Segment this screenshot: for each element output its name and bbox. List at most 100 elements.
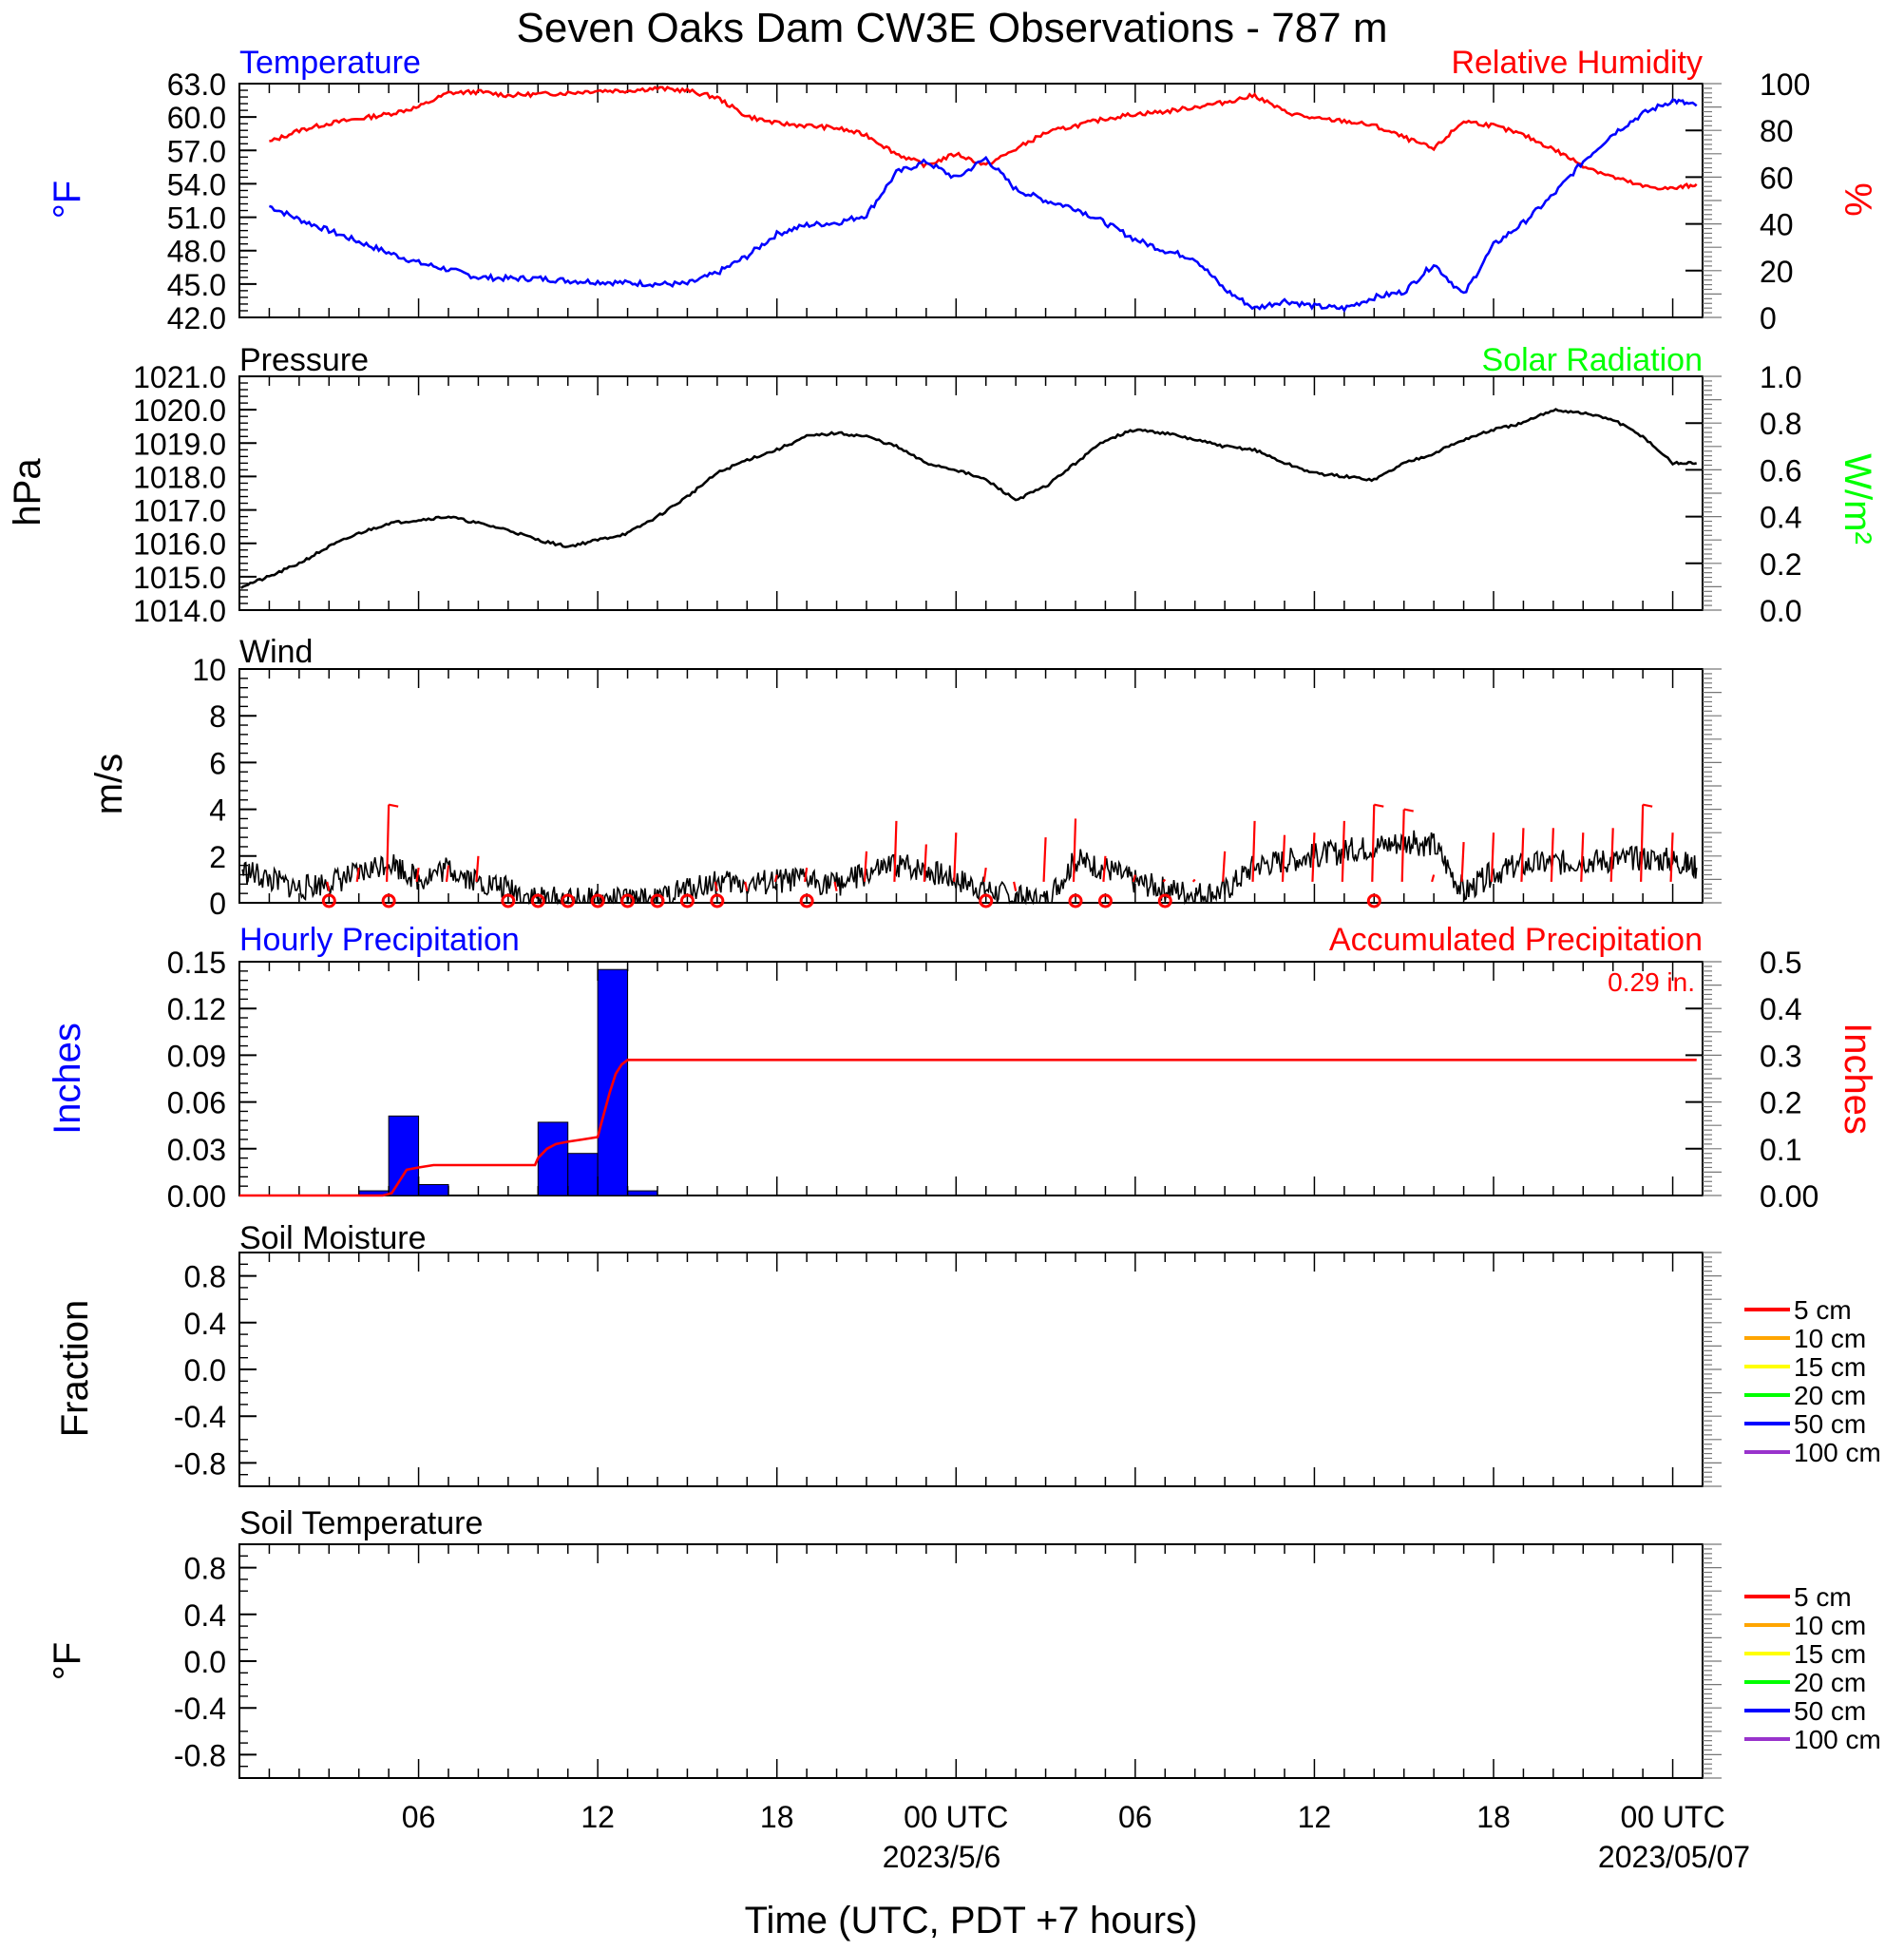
y-tick-label: 2 [209,840,226,874]
y-tick-label: 0.4 [184,1598,226,1633]
precipitation-plot-frame [238,961,1704,1196]
y-tick-label: 4 [209,794,226,828]
legend-label: 10 cm [1794,1324,1866,1353]
legend-label: 20 cm [1794,1381,1866,1410]
y-tick-label: 1018.0 [133,460,226,494]
wind-barb [1580,832,1585,882]
y-tick-label: 51.0 [167,201,226,236]
y-tick-label: 0.03 [167,1133,226,1167]
y-right-tick-label: 40 [1760,208,1794,242]
accum-precip-line [239,1059,1697,1197]
date-label-1: 2023/5/6 [883,1840,1001,1874]
soil-moisture-axis-label: Fraction [54,1300,96,1438]
wind-barb [475,855,480,882]
y-tick-label: 42.0 [167,301,226,335]
y-tick-label: 1017.0 [133,494,226,528]
time-tick-labels: 06 12 18 00 UTC 06 12 18 00 UTC [402,1800,1725,1834]
wind-barb [714,881,718,891]
pressure-panel-title: Pressure [239,342,369,378]
time-tick-label: 06 [402,1800,436,1834]
figure-title: Seven Oaks Dam CW3E Observations - 787 m [517,5,1388,51]
calm-wind-marker [561,893,576,909]
calm-wind-marker [620,893,636,909]
wind-barb [326,881,331,891]
humidity-y-ticks: 0 20 40 60 80 100 [1685,67,1810,335]
hourly-precip-bar [418,1184,449,1196]
y-tick-label: 1020.0 [133,393,226,428]
time-tick-label: 12 [581,1800,615,1834]
wind-barb [744,881,749,891]
legend-label: 50 cm [1794,1696,1866,1726]
legend-label: 10 cm [1794,1611,1866,1640]
temperature-panel-title: Temperature [239,45,421,81]
y-right-tick-label: 100 [1760,67,1810,102]
y-right-tick-label: 0.00 [1760,1179,1818,1214]
calm-wind-marker [381,893,396,909]
hourly-precip-y-ticks: 0.00 0.03 0.06 0.09 0.12 0.15 [167,946,257,1214]
y-right-tick-label: 0.8 [1760,407,1801,441]
soil-moisture-panel: Soil Moisture Fraction -0.8 -0.4 0.0 0.4 0.8… [54,1220,1881,1487]
y-tick-label: 0.4 [184,1307,226,1341]
time-tick-label: 18 [1476,1800,1511,1834]
calm-wind-marker [321,893,336,909]
wind-speed-line [241,830,1698,906]
wind-barb [833,881,838,891]
temperature-y-ticks: 42.045.048.051.054.057.060.063.0 [167,67,257,335]
y-right-tick-label: 0.0 [1760,594,1801,628]
wind-barb [1191,878,1196,883]
wind-barb [386,804,390,882]
humidity-series-line [269,86,1698,191]
y-right-tick-label: 0.1 [1760,1133,1801,1167]
y-right-tick-label: 0.2 [1760,547,1801,582]
wind-barb [1640,804,1645,882]
pressure-solar-panel: Pressure Solar Radiation hPa W/m² 1014.0… [7,342,1878,628]
soil-temperature-plot-frame [238,1543,1704,1779]
wind-barb [1341,820,1345,882]
y-tick-label: 0.09 [167,1039,226,1073]
wind-barb [1162,878,1167,883]
wind-barb-flag [1403,808,1414,813]
y-tick-label: 54.0 [167,167,226,201]
calm-wind-marker [979,893,994,909]
soil-temperature-panel-title: Soil Temperature [239,1505,483,1541]
wind-barb [1431,874,1436,883]
time-tick-label: 00 UTC [1620,1800,1724,1834]
hourly-precip-bar [388,1115,420,1196]
precipitation-panel: Hourly Precipitation Accumulated Precipi… [47,922,1878,1214]
soil-moisture-panel-title: Soil Moisture [239,1220,427,1256]
wind-panel-title: Wind [239,634,313,670]
soil-moisture-y-ticks: -0.8 -0.4 0.0 0.4 0.8 [174,1252,1722,1487]
y-tick-label: 0.8 [184,1552,226,1586]
y-right-tick-label: 0.2 [1760,1086,1801,1120]
calm-wind-marker [650,893,665,909]
date-label-2: 2023/05/07 [1598,1840,1750,1874]
solar-axis-label: W/m² [1837,453,1878,545]
y-tick-label: 0.00 [167,1179,226,1214]
hourly-precip-bar [537,1121,569,1196]
wind-barb [953,832,958,882]
soil-temperature-y-ticks: -0.8 -0.4 0.0 0.4 0.8 [174,1543,1722,1779]
y-tick-label: -0.8 [174,1738,226,1772]
wind-barb-flag [1642,803,1653,808]
y-tick-label: 0.8 [184,1260,226,1294]
legend-label: 100 cm [1794,1438,1881,1467]
wind-barb [863,851,868,882]
wind-barb-flag [388,803,399,808]
calm-wind-marker [501,893,516,909]
y-tick-label: 0 [209,887,226,921]
wind-barb [415,867,420,883]
wind-barb [982,867,987,883]
y-tick-label: 0.0 [184,1353,226,1387]
y-tick-label: 63.0 [167,67,226,102]
y-tick-label: 8 [209,699,226,734]
y-tick-label: 60.0 [167,101,226,135]
y-tick-label: 1021.0 [133,360,226,394]
temperature-series-line [269,98,1698,314]
y-tick-label: 45.0 [167,268,226,302]
pressure-solar-x-ticks [238,376,1674,610]
calm-wind-marker [530,893,545,909]
calm-wind-marker [679,893,695,909]
wind-barb [1311,832,1316,882]
wind-barb [893,820,898,882]
y-tick-label: 10 [192,653,226,687]
